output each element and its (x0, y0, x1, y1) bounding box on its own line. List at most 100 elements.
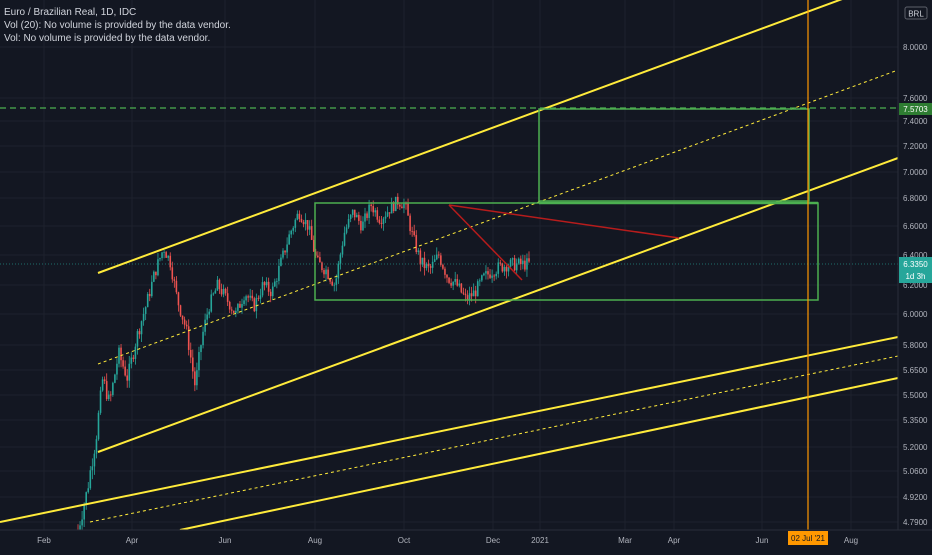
price-tag-value: 6.3350 (903, 260, 928, 269)
legend-vol: Vol: No volume is provided by the data v… (4, 33, 211, 44)
candle-body (503, 266, 506, 272)
candle-body (237, 303, 239, 311)
candle-body (230, 309, 233, 311)
candle-body (481, 275, 483, 281)
candle-body (226, 293, 229, 302)
candle-body (239, 303, 241, 308)
candle-body (144, 307, 147, 314)
candle-body (200, 345, 202, 353)
candle-body (274, 281, 276, 287)
candle-body (450, 282, 452, 286)
candle-body (99, 390, 102, 413)
channel-upper-line (97, 0, 843, 274)
candle-body (136, 331, 139, 347)
candle-body (196, 370, 198, 386)
legend-vol20: Vol (20): No volume is provided by the d… (4, 20, 231, 31)
candle-body (433, 259, 436, 262)
y-tick-label: 8.0000 (903, 43, 928, 52)
candle-body (339, 254, 342, 264)
currency-badge-box[interactable] (904, 6, 928, 20)
candle-body (409, 215, 411, 232)
candle-body (284, 250, 286, 253)
currency-badge[interactable]: BRL (908, 10, 924, 19)
candle-body (374, 210, 377, 213)
candle-body (206, 314, 208, 320)
candle-body (286, 244, 288, 253)
candle-body (89, 470, 92, 489)
candle-body (116, 363, 118, 375)
candle-body (269, 291, 272, 297)
candle-body (192, 357, 194, 372)
candle-body (288, 234, 290, 245)
candle-body (470, 293, 473, 297)
candle-body (202, 331, 204, 346)
time-axis-panel[interactable] (0, 530, 932, 550)
candle-body (415, 235, 418, 252)
candle-body (388, 212, 391, 214)
candle-body (163, 252, 165, 253)
x-tick-label: Feb (37, 536, 51, 545)
candle-body (189, 349, 192, 358)
candle-body (85, 492, 87, 506)
candle-body (474, 290, 477, 297)
candle-body (204, 319, 206, 332)
candle-body (263, 282, 266, 286)
candle-body (103, 379, 106, 382)
candle-body (376, 210, 379, 220)
drawings (0, 0, 899, 531)
candle-body (155, 271, 157, 276)
candle-body (351, 209, 354, 215)
candle-body (175, 280, 178, 293)
candle-body (438, 254, 440, 256)
chart-legend: Euro / Brazilian Real, 1D, IDC Vol (20):… (4, 6, 231, 45)
candle-body (81, 519, 83, 526)
candle-body (253, 298, 256, 312)
level-tag-box (899, 103, 932, 115)
candle-body (142, 313, 145, 322)
candle-body (460, 283, 463, 293)
candle-body (128, 363, 131, 381)
price-tag-countdown: 1d 3h (905, 272, 925, 281)
candle-body (479, 280, 481, 282)
candle-body (517, 258, 520, 264)
candle-body (515, 263, 518, 271)
candle-body (321, 262, 323, 271)
date-tag-box (788, 531, 828, 545)
x-tick-label: Jun (756, 536, 769, 545)
candle-body (446, 274, 448, 278)
candle-body (306, 220, 309, 230)
candle-body (120, 347, 122, 361)
candle-body (118, 347, 120, 364)
candle-body (146, 293, 149, 308)
candle-body (122, 360, 124, 367)
candle-body (110, 394, 112, 396)
candle-body (327, 269, 329, 279)
candle-body (364, 213, 366, 222)
x-tick-label: Mar (618, 536, 632, 545)
y-tick-label: 6.2000 (903, 281, 928, 290)
x-tick-label: 2021 (531, 536, 549, 545)
x-tick-label: Apr (668, 536, 681, 545)
candle-body (353, 209, 356, 218)
candle-body (130, 357, 133, 364)
candle-body (296, 213, 299, 220)
y-tick-label: 6.4000 (903, 251, 928, 260)
candle-body (513, 258, 516, 271)
candle-body (323, 270, 325, 275)
candle-body (87, 488, 90, 493)
candle-body (151, 281, 153, 297)
candle-body (499, 262, 502, 264)
candle-body (485, 271, 487, 274)
candle-body (181, 315, 184, 320)
candle-body (271, 286, 274, 297)
candle-body (255, 297, 258, 312)
y-tick-label: 4.7900 (903, 518, 928, 527)
candle-body (401, 206, 403, 209)
candle-body (526, 258, 528, 270)
candle-body (331, 281, 333, 286)
candle-body (177, 292, 180, 306)
candle-body (528, 258, 530, 262)
target-box (538, 108, 810, 202)
